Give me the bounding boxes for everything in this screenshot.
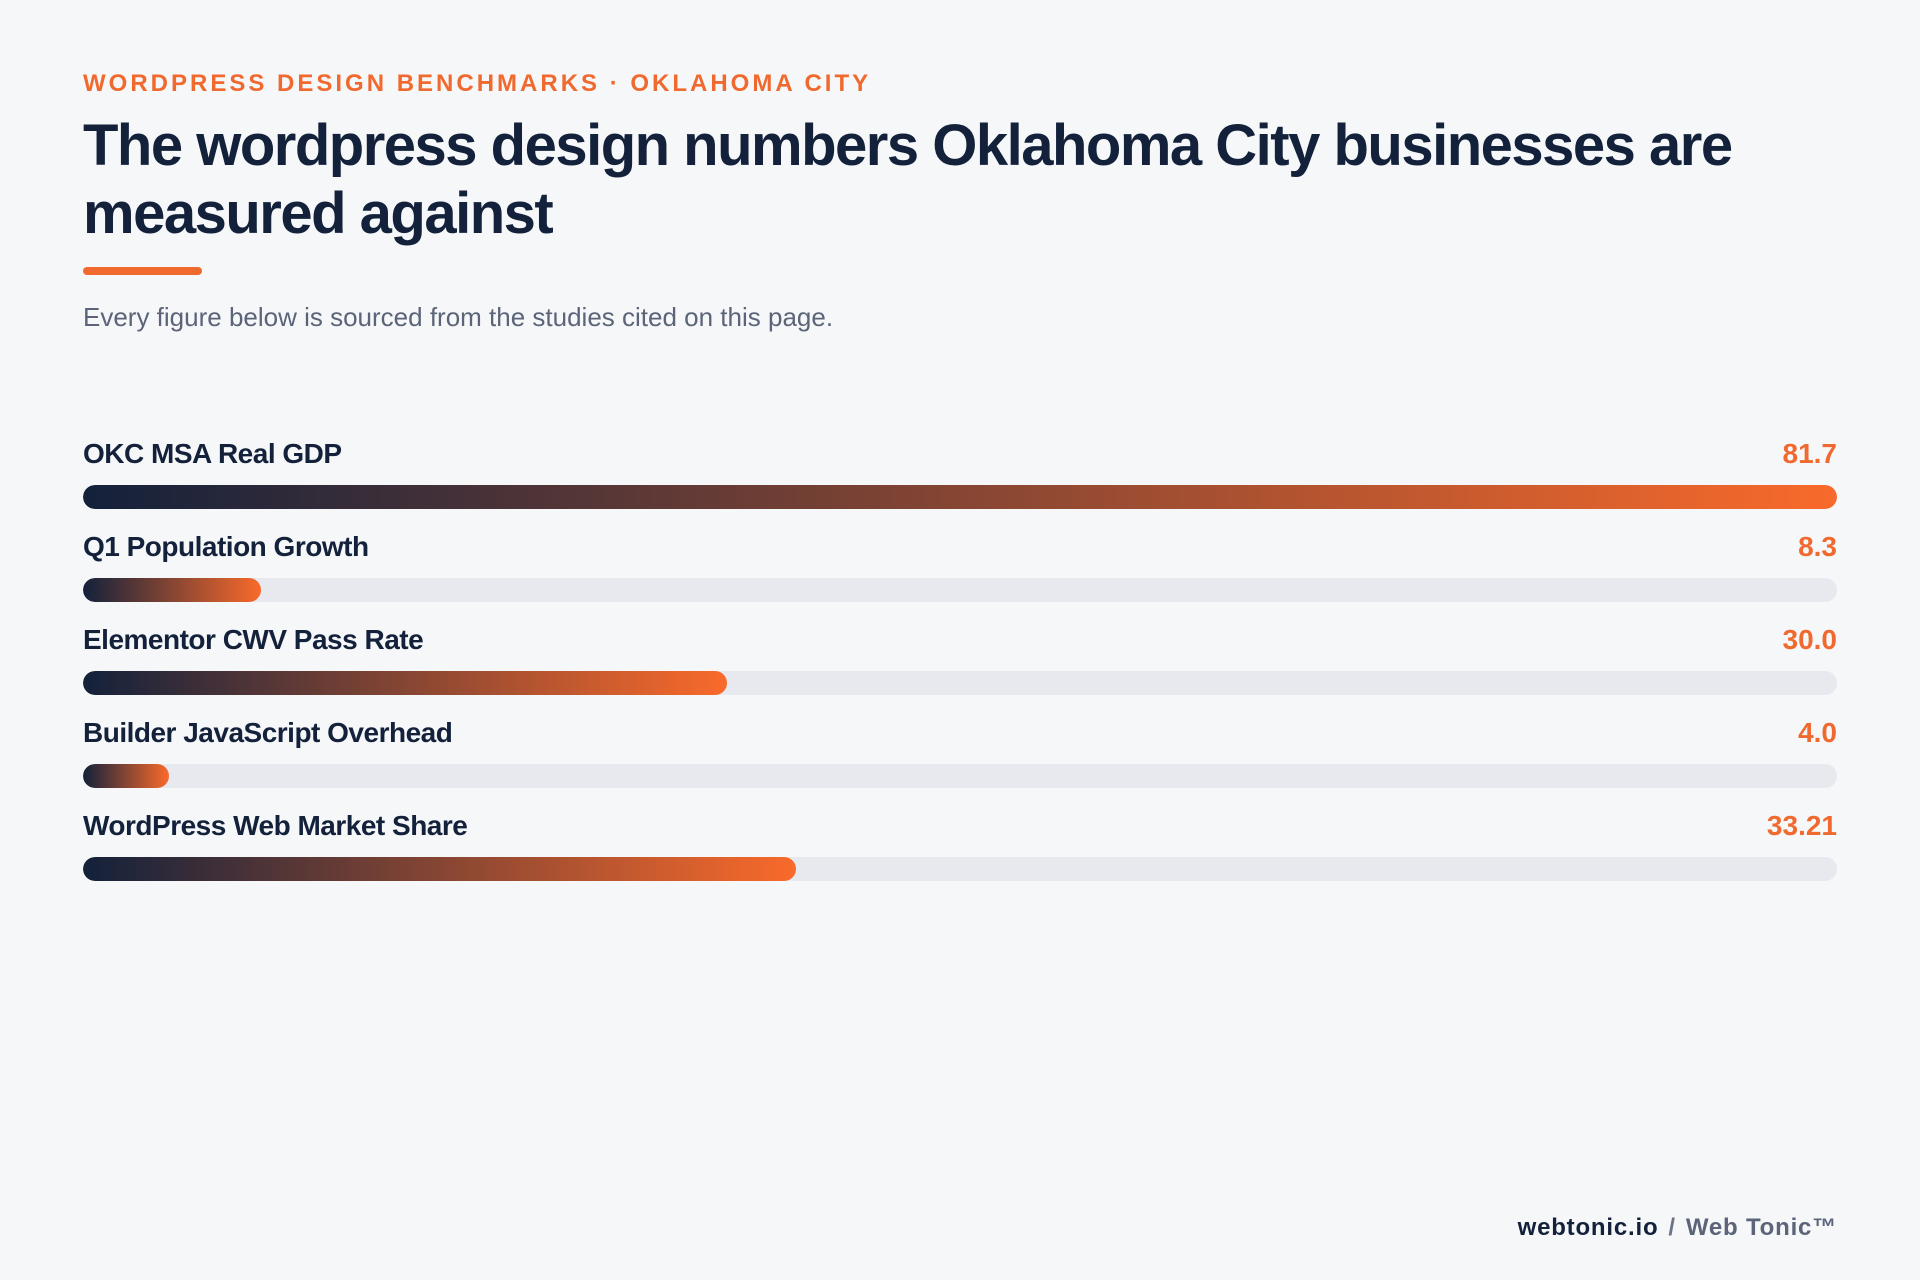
title-underline — [83, 267, 202, 275]
bar-value-label: 81.7 — [1782, 438, 1838, 469]
bar-track — [83, 671, 1837, 695]
bar-track — [83, 764, 1837, 788]
eyebrow-label: WORDPRESS DESIGN BENCHMARKS · OKLAHOMA C… — [83, 70, 872, 97]
bar — [83, 671, 728, 695]
bar-track — [83, 578, 1837, 602]
bar-value-label: 30.0 — [1782, 624, 1838, 655]
chart-row-header: WordPress Web Market Share 33.21 — [83, 810, 1837, 848]
bar — [83, 857, 796, 881]
bar-value-label: 33.21 — [1766, 810, 1837, 841]
chart-row: OKC MSA Real GDP 81.7 — [83, 438, 1837, 531]
bar — [83, 578, 262, 602]
bar-value-label: 4.0 — [1798, 717, 1837, 748]
chart-row: Builder JavaScript Overhead 4.0 — [83, 717, 1837, 810]
bar — [83, 485, 1837, 509]
footer-credit: webtonic.io / Web Tonic™ — [1518, 1214, 1837, 1242]
chart-row: Elementor CWV Pass Rate 30.0 — [83, 624, 1837, 717]
chart-row: WordPress Web Market Share 33.21 — [83, 810, 1837, 903]
bar-label: OKC MSA Real GDP — [83, 438, 342, 469]
bar-chart: OKC MSA Real GDP 81.7 Q1 Population Growth… — [83, 438, 1837, 903]
bar-track — [83, 485, 1837, 509]
chart-row-header: Builder JavaScript Overhead 4.0 — [83, 717, 1837, 755]
chart-row-header: Elementor CWV Pass Rate 30.0 — [83, 624, 1837, 662]
page-subtitle: Every figure below is sourced from the s… — [83, 302, 834, 332]
bar-label: Elementor CWV Pass Rate — [83, 624, 424, 655]
bar-track — [83, 857, 1837, 881]
footer-site: webtonic.io — [1517, 1214, 1659, 1241]
bar-label: WordPress Web Market Share — [83, 810, 468, 841]
footer-separator: / — [1668, 1214, 1676, 1241]
chart-row-header: OKC MSA Real GDP 81.7 — [83, 438, 1837, 476]
bar-value-label: 8.3 — [1798, 531, 1837, 562]
footer-brand: Web Tonic™ — [1685, 1214, 1837, 1241]
bar-label: Builder JavaScript Overhead — [83, 717, 453, 748]
bar — [83, 764, 169, 788]
bar-label: Q1 Population Growth — [83, 531, 369, 562]
chart-row: Q1 Population Growth 8.3 — [83, 531, 1837, 624]
page-title: The wordpress design numbers Oklahoma Ci… — [83, 113, 1733, 246]
chart-row-header: Q1 Population Growth 8.3 — [83, 531, 1837, 569]
